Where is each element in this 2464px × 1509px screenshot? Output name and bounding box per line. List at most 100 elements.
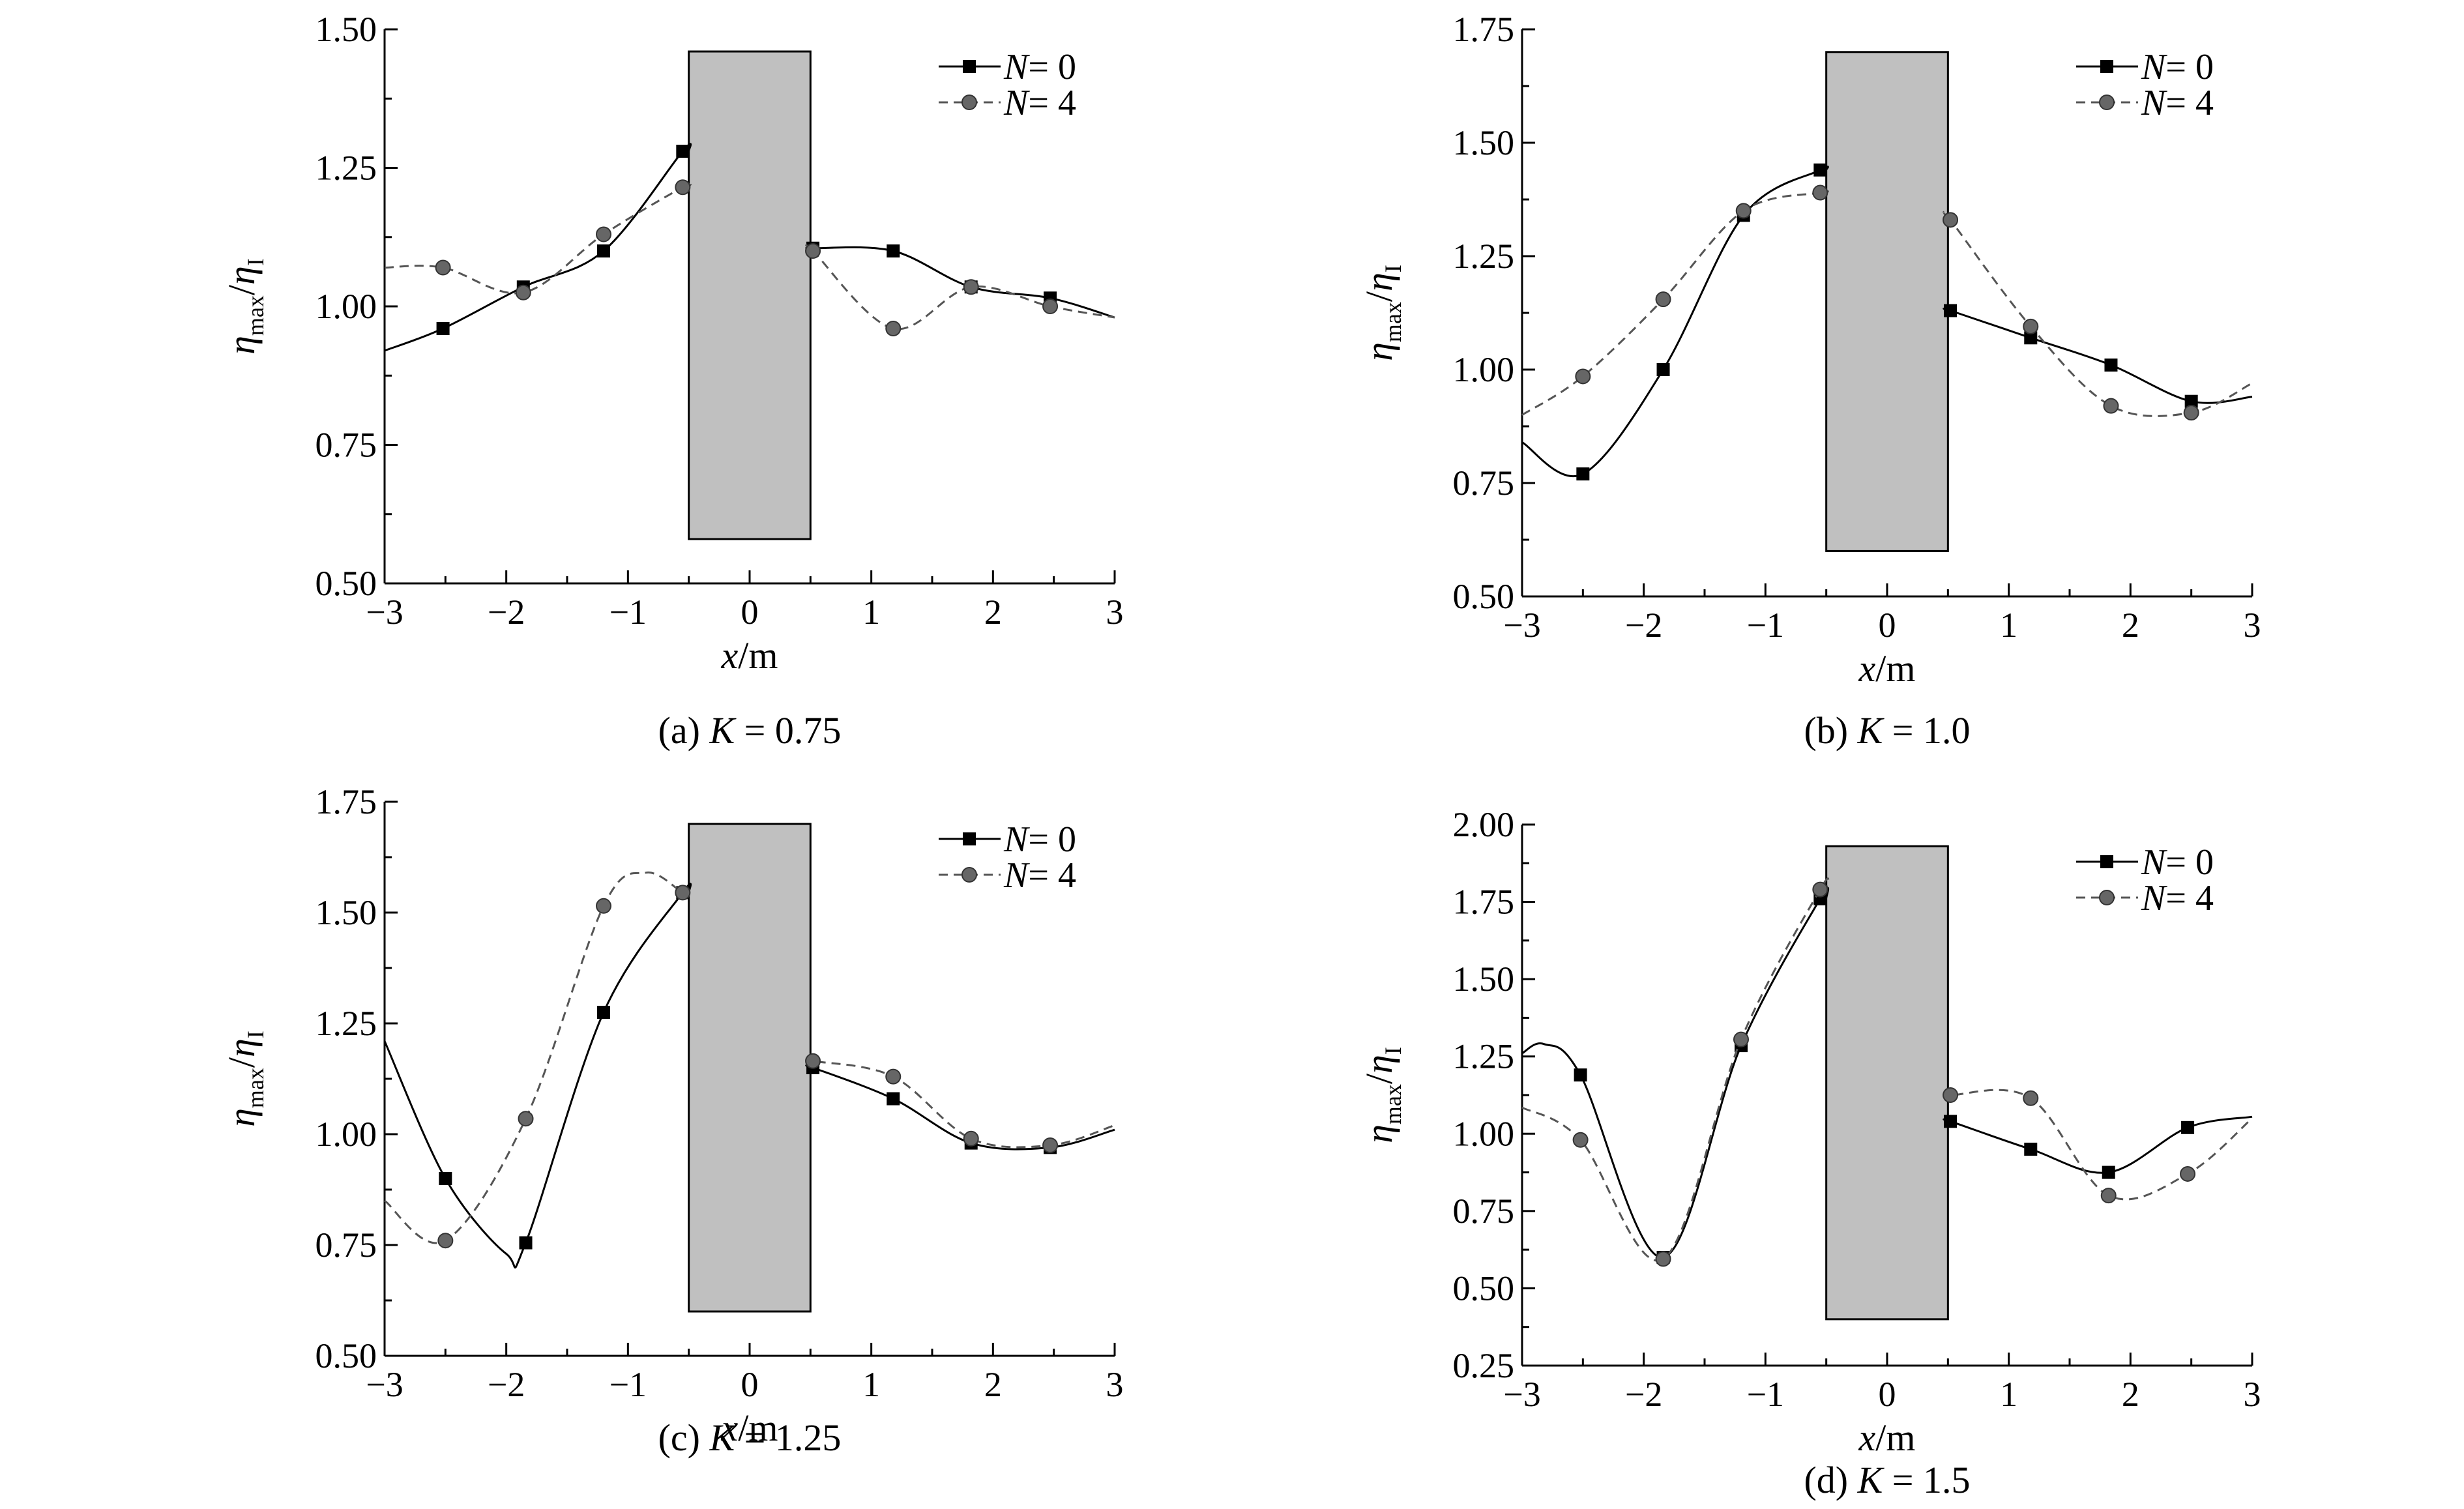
x-tick-label: −2 <box>488 1365 525 1404</box>
data-point-n4 <box>1572 1132 1589 1148</box>
y-tick-label: 1.75 <box>315 782 377 821</box>
panel-caption: (a) K = 0.75 <box>658 709 842 752</box>
data-point-n0 <box>597 244 610 257</box>
y-tick-label: 0.75 <box>315 426 377 465</box>
y-tick-label: 1.00 <box>315 287 377 326</box>
y-tick-label: 0.50 <box>1453 1268 1515 1308</box>
x-tick-label: −2 <box>1625 1375 1662 1414</box>
structure-block <box>1825 845 1949 1321</box>
series-line-n0 <box>1521 886 1830 1259</box>
data-point-n4 <box>885 1068 902 1085</box>
data-point-n0 <box>2024 1143 2038 1156</box>
series-line-n0 <box>1943 1115 2253 1174</box>
x-tick-label: 3 <box>2244 1375 2261 1414</box>
structure-block <box>1825 51 1949 552</box>
data-point-n4 <box>1812 881 1828 898</box>
data-point-n0 <box>1576 467 1590 481</box>
y-tick-label: 1.75 <box>1453 883 1515 922</box>
chart-panel-0: −3 −2 −1 0 1 2 3 0.50 0.75 1.00 1.25 1.50 N= 0N= 4 x/… <box>220 10 1124 752</box>
data-point-n4 <box>1735 203 1752 219</box>
chart-panel-2: −3 −2 −1 0 1 2 3 0.50 0.75 1.00 1.25 1.50 1.75 N= 0N=… <box>220 782 1124 1459</box>
data-point-n4 <box>1042 299 1059 314</box>
x-tick-label: −2 <box>488 593 525 632</box>
legend-marker <box>961 95 977 110</box>
y-tick-label: 0.75 <box>315 1225 377 1265</box>
data-point-n4 <box>963 1130 979 1147</box>
data-point-n0 <box>676 145 690 158</box>
x-tick-label: 3 <box>2244 606 2261 645</box>
data-point-n4 <box>675 179 691 196</box>
x-tick-label: 0 <box>1879 606 1896 645</box>
y-axis-label: ηmax/ηI <box>220 1031 269 1127</box>
structure-block <box>688 50 812 540</box>
y-tick-label: 1.50 <box>1453 123 1515 162</box>
data-point-n4 <box>1575 368 1591 385</box>
legend-label: N= 4 <box>1003 83 1076 123</box>
x-tick-label: 2 <box>984 1365 1002 1404</box>
data-point-n4 <box>596 898 611 914</box>
y-tick-label: 1.25 <box>1453 1037 1515 1076</box>
legend-label: N= 0 <box>2141 842 2214 883</box>
data-point-n0 <box>887 244 900 257</box>
series-line-n0 <box>384 143 692 352</box>
x-tick-label: −1 <box>609 1365 647 1404</box>
x-tick-label: 3 <box>1106 593 1124 632</box>
legend-entry-n4: N= 4 <box>939 855 1076 896</box>
data-point-n4 <box>2183 405 2199 421</box>
data-point-n0 <box>2184 394 2198 408</box>
x-tick-label: 2 <box>2122 606 2139 645</box>
data-point-n4 <box>1655 1251 1671 1267</box>
series-line-n4 <box>1521 877 1830 1262</box>
x-tick-label: 1 <box>862 593 880 632</box>
y-tick-label: 0.50 <box>1453 577 1515 616</box>
series-line-n4 <box>805 244 1115 330</box>
data-point-n4 <box>805 1053 821 1069</box>
legend-marker <box>2100 855 2113 868</box>
data-point-n0 <box>1656 363 1670 376</box>
legend-label: N= 4 <box>2141 878 2214 918</box>
legend-marker <box>2099 95 2115 110</box>
legend-label: N= 4 <box>2141 83 2214 123</box>
data-point-n4 <box>1655 291 1671 308</box>
data-point-n4 <box>1042 1137 1059 1153</box>
y-tick-label: 1.00 <box>1453 1114 1515 1153</box>
series-line-n0 <box>805 1064 1115 1150</box>
data-point-n0 <box>2102 1165 2115 1179</box>
y-tick-label: 1.00 <box>315 1115 377 1154</box>
x-tick-label: −2 <box>1625 606 1662 645</box>
x-tick-label: −1 <box>1747 606 1784 645</box>
legend-marker <box>2099 890 2115 905</box>
x-tick-label: −3 <box>366 593 403 632</box>
series-line-n4 <box>805 1059 1115 1149</box>
data-point-n0 <box>439 1172 452 1185</box>
panel-caption: (c) K = 1.25 <box>658 1416 842 1459</box>
x-axis-label: x/m <box>721 1407 778 1449</box>
legend-marker <box>963 60 976 73</box>
x-tick-label: 0 <box>741 1365 759 1404</box>
x-tick-label: −3 <box>366 1365 403 1404</box>
y-tick-label: 1.75 <box>1453 10 1515 49</box>
data-point-n4 <box>437 1233 454 1249</box>
y-tick-label: 1.50 <box>1453 960 1515 999</box>
chart-panel-3: −3 −2 −1 0 1 2 3 0.25 0.50 0.75 1.00 1.25 1.50 1.75 2.… <box>1358 805 2261 1501</box>
y-tick-label: 1.50 <box>315 10 377 49</box>
series-line-n4 <box>384 872 690 1244</box>
data-point-n0 <box>597 1006 610 1019</box>
y-tick-label: 0.50 <box>315 1336 377 1375</box>
series-line-n0 <box>1943 307 2253 404</box>
data-point-n4 <box>885 321 902 336</box>
data-point-n4 <box>963 279 979 295</box>
series-line-n4 <box>1943 211 2253 417</box>
data-point-n4 <box>1943 212 1959 228</box>
y-axis-label: ηmax/ηI <box>1358 265 1406 361</box>
y-tick-label: 2.00 <box>1453 805 1515 844</box>
series-line-n0 <box>383 883 692 1268</box>
legend-entry-n4: N= 4 <box>2076 878 2214 918</box>
data-point-n0 <box>887 1092 900 1106</box>
series-line-n4 <box>1521 190 1829 416</box>
data-point-n0 <box>436 322 450 335</box>
data-point-n0 <box>1944 304 1958 317</box>
legend-marker <box>961 867 977 883</box>
panel-caption: (d) K = 1.5 <box>1804 1459 1970 1501</box>
data-point-n4 <box>515 284 531 300</box>
